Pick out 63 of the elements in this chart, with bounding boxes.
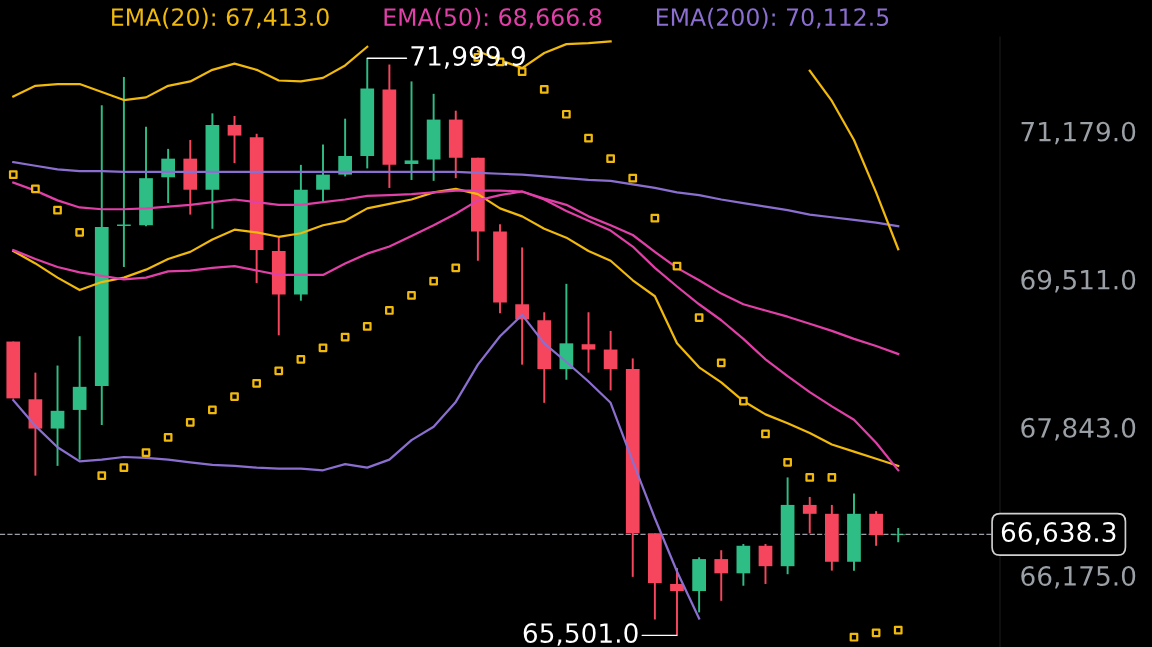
point [451,263,461,273]
point [53,205,62,215]
annotation: 65,501.0 [523,623,638,646]
point [296,354,306,364]
y-tick-label: 71,179.0 [1021,121,1136,145]
point [871,628,881,638]
point [75,227,85,237]
candlestick [338,117,352,178]
point [694,313,704,322]
point [340,332,350,342]
candlestick [116,75,132,268]
point [429,276,438,286]
candlestick [758,543,773,585]
point [8,170,18,179]
point [783,457,792,467]
point [672,261,682,271]
text: EMA(200): 70,112.5 [657,7,889,29]
point [761,429,770,439]
point [606,154,615,164]
candlestick [316,143,330,204]
y-tick-label: 69,511.0 [1021,269,1136,293]
point [407,291,416,300]
point [628,173,638,183]
candlestick [603,329,618,392]
point [208,405,217,415]
candlestick [802,495,817,535]
candlestick [869,510,883,547]
point [119,463,129,473]
point [584,133,593,143]
point [252,378,261,388]
candlestick [670,567,684,637]
point [893,625,903,635]
point [362,322,372,331]
candlestick [404,80,419,181]
text: EMA(20): 67,413.0 [112,7,329,29]
y-tick-label: 67,843.0 [1021,417,1136,441]
y-tick-label: 66,175.0 [1021,565,1136,589]
point [739,396,748,406]
candlestick [714,549,729,602]
point [385,306,394,315]
point [650,213,660,223]
point [274,366,284,376]
point [31,184,40,194]
point [827,473,837,482]
candlestick [581,311,596,374]
candlestick [72,335,87,461]
point [163,433,173,442]
point [97,471,107,480]
point [185,417,195,427]
point [849,632,859,642]
candlestick [891,527,906,544]
ref-line-label: 66,638.3 [1001,522,1116,545]
candlestick [227,115,242,165]
point [318,343,328,353]
point [716,358,726,368]
candlestick [515,246,529,366]
candlestick [50,364,65,467]
text: EMA(50): 68,666.8 [384,7,602,29]
point [141,448,151,457]
point [805,473,815,482]
point [539,85,549,94]
point [562,109,571,119]
point [230,392,239,401]
